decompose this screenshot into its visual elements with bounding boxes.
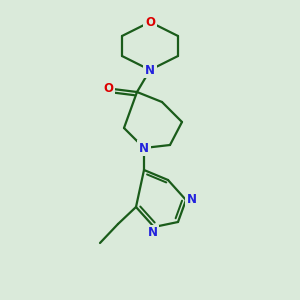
Text: O: O	[145, 16, 155, 28]
Text: O: O	[103, 82, 113, 94]
Text: N: N	[187, 193, 197, 206]
Text: N: N	[145, 64, 155, 76]
Text: N: N	[139, 142, 149, 154]
Text: N: N	[147, 226, 158, 239]
